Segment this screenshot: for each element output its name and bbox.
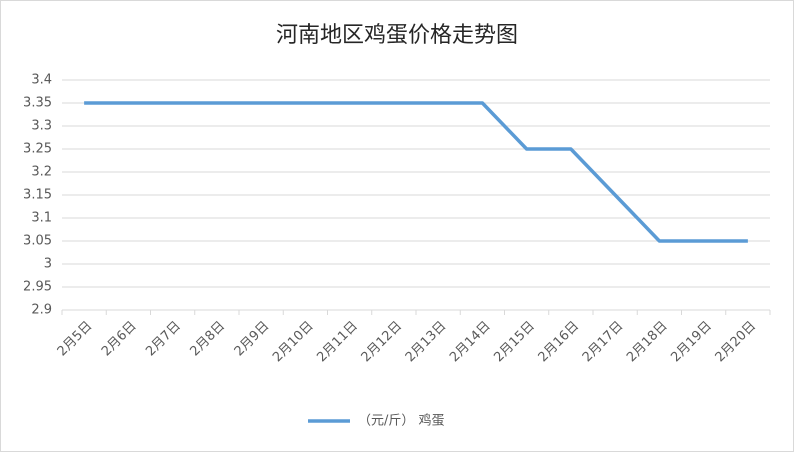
y-tick-label: 3.1 <box>31 211 52 226</box>
chart-title: 河南地区鸡蛋价格走势图 <box>276 23 518 48</box>
y-tick-label: 3 <box>44 257 52 272</box>
y-tick-label: 3.35 <box>23 96 52 111</box>
y-tick-label: 3.4 <box>31 73 52 88</box>
y-tick-label: 3.25 <box>23 142 52 157</box>
y-tick-label: 3.05 <box>23 234 52 249</box>
y-tick-label: 3.3 <box>31 119 52 134</box>
y-tick-label: 3.15 <box>23 188 52 203</box>
legend-label: （元/斤） 鸡蛋 <box>358 413 445 429</box>
y-tick-label: 3.2 <box>31 165 52 180</box>
line <box>84 101 748 243</box>
y-tick-label: 2.95 <box>23 280 52 295</box>
y-tick-label: 2.9 <box>31 303 52 318</box>
